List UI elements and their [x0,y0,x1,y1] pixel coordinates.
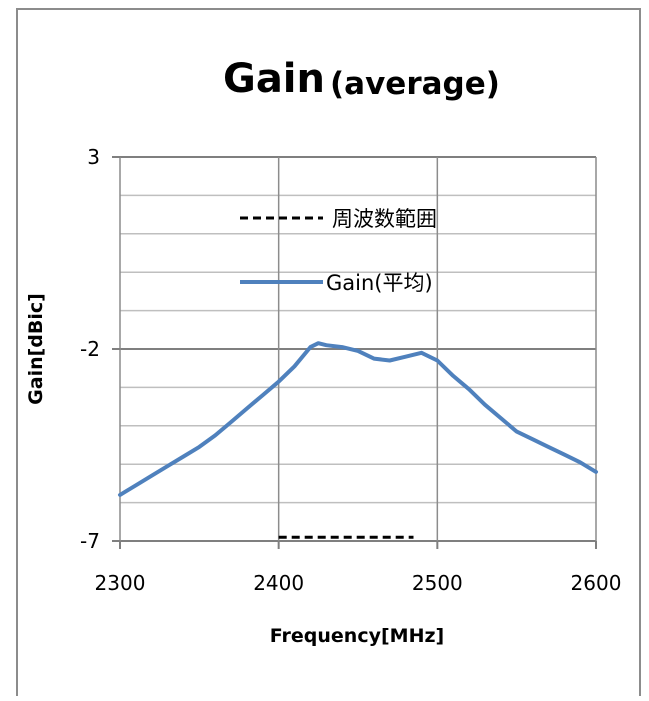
x-tick-label: 2300 [95,571,146,595]
series-line-gain [118,341,598,497]
x-axis-ticks: 2300 2400 2500 2600 [95,571,622,595]
chart-subtitle: (average) [330,66,500,102]
x-tick-label: 2500 [412,571,463,595]
y-tick-label: -2 [80,337,100,361]
y-axis-ticks: 3 -2 -7 [80,145,100,553]
legend: 周波数範囲 Gain(平均) [240,207,437,295]
x-tick-label: 2600 [571,571,622,595]
y-axis-title: Gain[dBic] [25,293,47,405]
x-axis-title: Frequency[MHz] [270,625,444,647]
grid-lines [112,156,597,549]
chart-title: Gain [223,56,325,102]
series-layer [118,341,598,539]
legend-label-frequency-range: 周波数範囲 [332,207,437,231]
y-tick-label: 3 [87,145,100,169]
x-tick-label: 2400 [253,571,304,595]
y-tick-label: -7 [80,529,100,553]
legend-label-gain: Gain(平均) [326,271,433,295]
